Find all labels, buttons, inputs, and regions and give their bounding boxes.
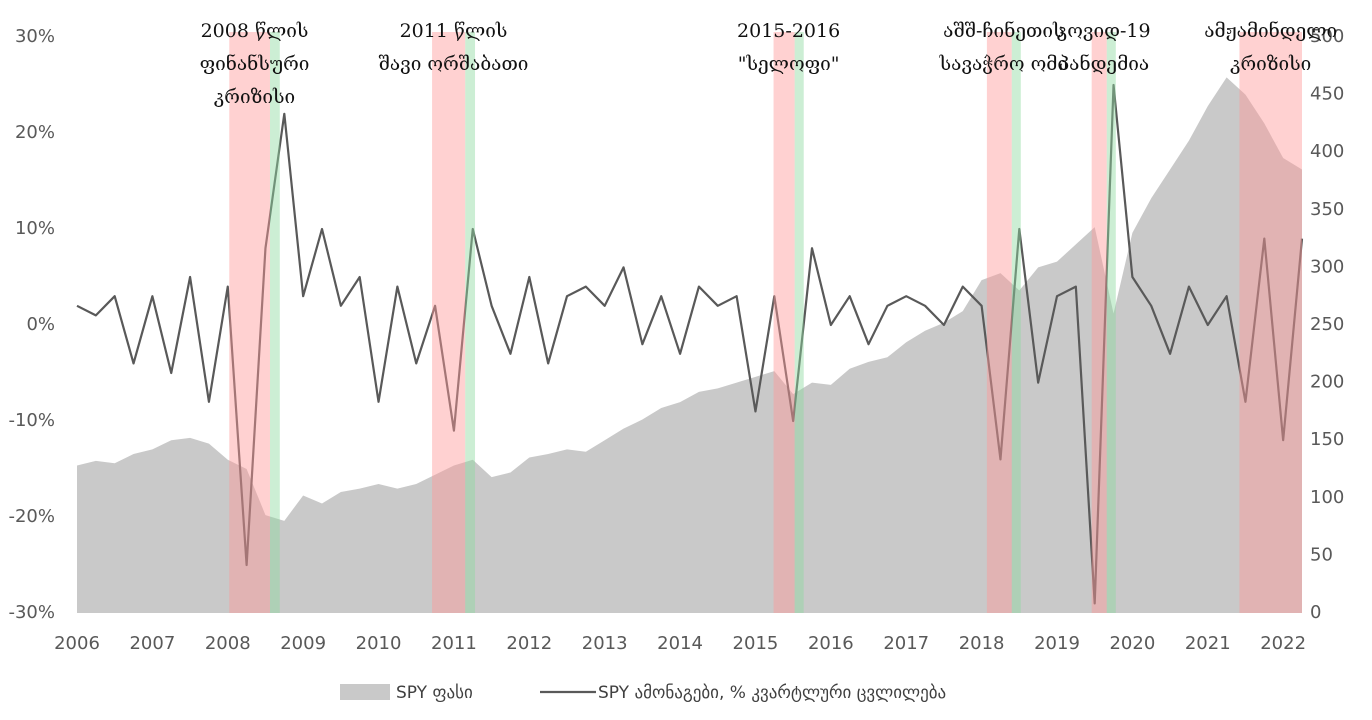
legend-label: SPY ამონაგები, % კვარტლური ცვლილება bbox=[598, 683, 946, 703]
y2-tick-label: 400 bbox=[1310, 141, 1344, 162]
x-tick-label: 2011 bbox=[431, 633, 477, 654]
y-tick-label: -30% bbox=[8, 602, 55, 623]
y-tick-label: 0% bbox=[26, 314, 55, 335]
y-tick-label: 10% bbox=[15, 218, 55, 239]
region-label: "სელოფი" bbox=[738, 53, 840, 75]
y2-tick-label: 200 bbox=[1310, 372, 1344, 393]
x-tick-label: 2013 bbox=[582, 633, 628, 654]
x-tick-label: 2017 bbox=[883, 633, 929, 654]
x-tick-label: 2010 bbox=[356, 633, 402, 654]
region-label: სავაჭრო ომი bbox=[939, 53, 1068, 75]
y2-tick-label: 450 bbox=[1310, 84, 1344, 105]
y-tick-label: 20% bbox=[15, 122, 55, 143]
region-label: კოვიდ-19 bbox=[1057, 20, 1151, 42]
x-tick-label: 2018 bbox=[959, 633, 1005, 654]
recovery-band bbox=[465, 32, 476, 613]
region-label: ამჟამინდელი bbox=[1204, 20, 1337, 42]
region-label: ფინანსური bbox=[200, 53, 310, 75]
legend-label: SPY ფასი bbox=[396, 683, 473, 703]
y2-tick-label: 100 bbox=[1310, 487, 1344, 508]
x-tick-label: 2019 bbox=[1034, 633, 1080, 654]
x-tick-label: 2020 bbox=[1109, 633, 1155, 654]
region-label: 2008 წლის bbox=[201, 20, 309, 42]
x-tick-label: 2016 bbox=[808, 633, 854, 654]
x-tick-label: 2008 bbox=[205, 633, 251, 654]
y2-tick-label: 50 bbox=[1310, 544, 1333, 565]
x-tick-label: 2021 bbox=[1185, 633, 1231, 654]
crisis-band bbox=[1091, 32, 1107, 613]
x-tick-label: 2022 bbox=[1260, 633, 1306, 654]
region-label: 2015-2016 bbox=[737, 20, 840, 42]
crisis-band bbox=[229, 32, 270, 613]
region-label: 2011 წლის bbox=[400, 20, 508, 42]
region-label: შავი ორშაბათი bbox=[379, 53, 529, 75]
crisis-band bbox=[773, 32, 795, 613]
x-tick-label: 2015 bbox=[733, 633, 779, 654]
x-tick-label: 2012 bbox=[506, 633, 552, 654]
x-tick-label: 2006 bbox=[54, 633, 100, 654]
region-label: აშშ-ჩინეთის bbox=[943, 20, 1064, 42]
y-tick-label: -20% bbox=[8, 506, 55, 527]
legend-swatch bbox=[340, 684, 390, 700]
y2-tick-label: 350 bbox=[1310, 199, 1344, 220]
return-line bbox=[76, 83, 1304, 605]
y-tick-label: -10% bbox=[8, 410, 55, 431]
crisis-band bbox=[986, 32, 1012, 613]
y2-tick-label: 500 bbox=[1310, 26, 1344, 47]
price-area bbox=[77, 77, 1302, 613]
y2-tick-label: 250 bbox=[1310, 314, 1344, 335]
region-label: კრიზისი bbox=[214, 86, 295, 108]
y2-tick-label: 150 bbox=[1310, 429, 1344, 450]
x-tick-label: 2009 bbox=[280, 633, 326, 654]
crisis-band bbox=[1239, 32, 1302, 613]
y2-tick-label: 300 bbox=[1310, 256, 1344, 277]
recovery-band bbox=[794, 32, 804, 613]
recovery-band bbox=[1106, 32, 1116, 613]
recovery-band bbox=[269, 32, 280, 613]
region-label: კრიზისი bbox=[1230, 53, 1311, 75]
region-label: პანდემია bbox=[1058, 53, 1149, 75]
y-tick-label: 30% bbox=[15, 26, 55, 47]
crisis-band bbox=[432, 32, 466, 613]
x-tick-label: 2014 bbox=[657, 633, 703, 654]
recovery-band bbox=[1011, 32, 1021, 613]
x-tick-label: 2007 bbox=[129, 633, 175, 654]
y2-tick-label: 0 bbox=[1310, 602, 1321, 623]
